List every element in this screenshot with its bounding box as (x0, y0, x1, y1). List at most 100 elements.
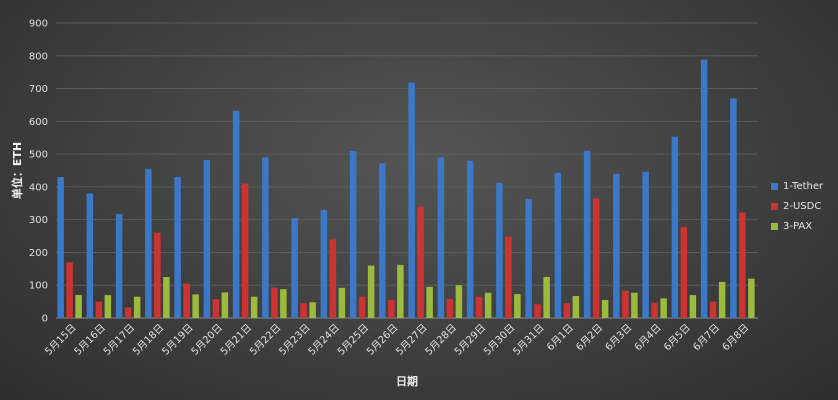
bar-3-pax (543, 277, 550, 318)
y-tick-label: 500 (29, 150, 48, 161)
bar-1-tether (57, 177, 64, 318)
bar-1-tether (349, 150, 357, 318)
bar-1-tether (320, 209, 328, 318)
bar-3-pax (514, 294, 521, 318)
bar-3-pax (250, 296, 258, 318)
x-tick-label: 5月22日 (247, 322, 283, 358)
bar-1-tether (583, 150, 591, 318)
bar-3-pax (572, 296, 580, 318)
bar-2-usdc (300, 303, 307, 318)
bar-2-usdc (183, 283, 190, 318)
legend-item: 2-USDC (771, 196, 823, 216)
x-tick-label: 6月8日 (720, 322, 752, 354)
x-tick-label: 5月20日 (189, 322, 225, 358)
bar-1-tether (700, 59, 708, 318)
bar-3-pax (631, 292, 638, 318)
y-tick-label: 200 (29, 248, 48, 259)
bar-1-tether (203, 160, 211, 318)
x-tick-label: 5月26日 (364, 322, 400, 358)
bar-3-pax (718, 281, 726, 318)
x-tick-label: 6月3日 (603, 322, 635, 354)
bar-2-usdc (563, 303, 571, 318)
y-tick-label: 400 (29, 182, 48, 193)
x-tick-label: 5月21日 (218, 322, 254, 358)
bar-3-pax (221, 292, 229, 318)
x-tick-label: 5月27日 (394, 322, 430, 358)
x-tick-label: 6月2日 (574, 322, 606, 354)
bar-3-pax (426, 286, 433, 318)
bar-3-pax (192, 294, 199, 318)
bar-1-tether (554, 172, 562, 318)
bar-2-usdc (241, 183, 249, 318)
bar-1-tether (174, 177, 181, 318)
bar-2-usdc (66, 262, 73, 318)
y-tick-label: 300 (29, 215, 48, 226)
bar-1-tether (466, 160, 474, 318)
bar-2-usdc (592, 198, 600, 318)
bar-2-usdc (709, 301, 717, 318)
bar-1-tether (671, 136, 679, 318)
bar-2-usdc (154, 232, 161, 318)
bar-1-tether (525, 199, 532, 318)
bar-2-usdc (651, 302, 658, 318)
bar-1-tether (642, 171, 649, 318)
x-tick-label: 5月16日 (72, 322, 108, 358)
bar-1-tether (379, 163, 386, 318)
bar-3-pax (455, 285, 463, 318)
bar-2-usdc (446, 298, 454, 318)
bar-3-pax (338, 287, 346, 318)
bar-3-pax (280, 289, 287, 318)
legend-item: 3-PAX (771, 216, 823, 236)
legend-label: 2-USDC (783, 200, 822, 212)
bar-2-usdc (271, 287, 278, 318)
y-tick-label: 100 (29, 281, 48, 292)
x-tick-label: 5月29日 (452, 322, 488, 358)
bar-2-usdc (212, 299, 220, 318)
y-tick-label: 600 (29, 117, 48, 128)
y-tick-label: 900 (29, 19, 48, 30)
bar-1-tether (291, 218, 298, 318)
bar-3-pax (367, 265, 375, 318)
bar-3-pax (75, 295, 82, 318)
bar-3-pax (660, 298, 667, 318)
bar-2-usdc (124, 307, 132, 318)
legend-label: 3-PAX (783, 220, 813, 232)
x-tick-label: 5月18日 (130, 322, 166, 358)
legend: 1-Tether 2-USDC 3-PAX (771, 176, 823, 236)
bar-2-usdc (622, 290, 629, 318)
bar-1-tether (115, 214, 123, 318)
x-tick-label: 6月5日 (661, 322, 693, 354)
bar-3-pax (104, 295, 112, 318)
bar-1-tether (730, 98, 737, 318)
bar-1-tether (145, 168, 152, 318)
legend-swatch (771, 202, 778, 210)
bar-1-tether (232, 110, 240, 318)
y-tick-label: 700 (29, 84, 48, 95)
bar-1-tether (496, 182, 503, 318)
legend-swatch (771, 222, 778, 230)
bar-2-usdc (388, 299, 395, 318)
bar-3-pax (689, 295, 697, 318)
bar-2-usdc (417, 206, 424, 318)
bar-3-pax (601, 299, 609, 318)
bar-2-usdc (680, 226, 688, 318)
legend-item: 1-Tether (771, 176, 823, 196)
bar-2-usdc (505, 236, 512, 318)
bar-2-usdc (739, 212, 746, 318)
bar-2-usdc (534, 304, 541, 318)
bar-2-usdc (358, 296, 366, 318)
y-axis-title: 单位：ETH (10, 142, 24, 199)
x-axis-title: 日期 (396, 374, 418, 388)
x-tick-label: 5月15日 (43, 322, 79, 358)
bar-3-pax (484, 292, 492, 318)
x-tick-label: 5月30日 (481, 322, 517, 358)
bar-3-pax (133, 296, 141, 318)
bar-3-pax (163, 277, 170, 318)
bar-1-tether (262, 157, 269, 318)
bar-3-pax (309, 302, 316, 318)
y-tick-label: 0 (42, 314, 48, 325)
x-tick-label: 5月25日 (335, 322, 371, 358)
y-tick-label: 800 (29, 51, 48, 62)
bar-3-pax (748, 278, 755, 318)
